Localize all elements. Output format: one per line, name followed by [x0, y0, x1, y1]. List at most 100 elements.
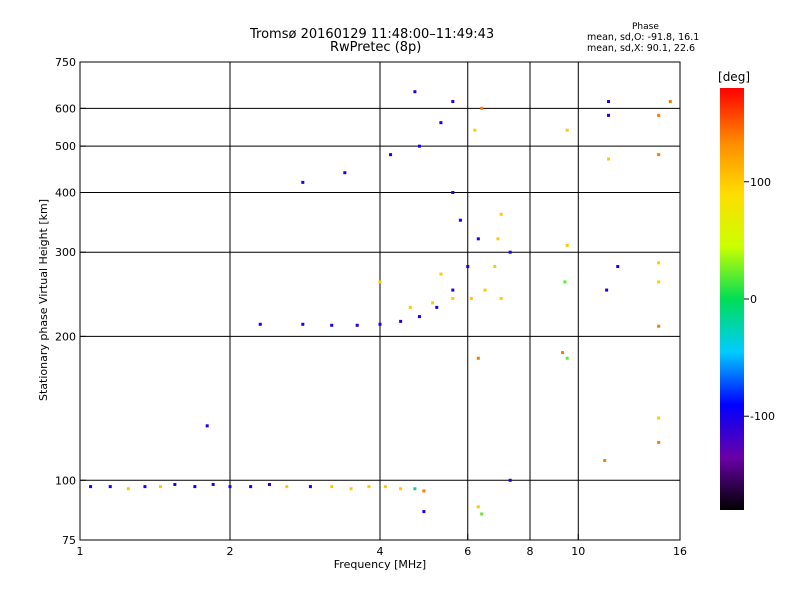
data-point — [483, 288, 487, 292]
data-point — [657, 280, 661, 284]
data-point — [301, 322, 305, 326]
y-tick-label: 400 — [55, 186, 76, 199]
data-point — [193, 485, 197, 489]
data-point — [565, 128, 569, 132]
data-point — [330, 485, 334, 489]
data-point — [399, 319, 403, 323]
y-axis-label: Stationary phase Virtual Height [km] — [37, 199, 50, 401]
data-point — [657, 324, 661, 328]
data-point — [493, 265, 497, 269]
data-point — [451, 288, 455, 292]
colorbar — [720, 88, 744, 510]
y-tick-label: 100 — [55, 474, 76, 487]
data-point — [413, 487, 417, 491]
data-point — [561, 351, 565, 355]
y-tick-label: 75 — [62, 534, 76, 547]
data-point — [343, 171, 347, 175]
data-point — [399, 487, 403, 491]
data-point — [173, 482, 177, 486]
data-point — [657, 261, 661, 265]
data-point — [228, 485, 232, 489]
x-tick-label: 1 — [77, 545, 84, 558]
y-tick-label: 600 — [55, 102, 76, 115]
data-point — [473, 128, 477, 132]
data-point — [108, 485, 112, 489]
data-point — [285, 485, 289, 489]
y-axis-ticks: 75 100 200 300 400 500 600 750 — [55, 56, 86, 547]
data-point — [657, 416, 661, 420]
data-point — [330, 323, 334, 327]
data-point — [126, 487, 130, 491]
data-point — [496, 237, 500, 241]
x-axis-label: Frequency [MHz] — [334, 558, 426, 571]
y-tick-label: 500 — [55, 140, 76, 153]
data-point — [451, 100, 455, 104]
data-point — [435, 305, 439, 309]
data-point — [657, 153, 661, 157]
chart-title: Tromsø 20160129 11:48:00–11:49:43 — [250, 27, 495, 42]
data-point — [451, 297, 455, 301]
data-point — [668, 100, 672, 104]
data-point — [563, 280, 567, 284]
data-point — [466, 265, 470, 269]
phase-legend-title: Phase — [632, 22, 659, 32]
data-point — [607, 113, 611, 117]
data-point — [499, 297, 503, 301]
data-point — [249, 485, 253, 489]
data-point — [205, 424, 209, 428]
data-point — [476, 505, 480, 509]
data-point — [508, 250, 512, 254]
x-tick-label: 8 — [527, 545, 534, 558]
data-point — [480, 106, 484, 110]
data-point — [378, 322, 382, 326]
x-tick-label: 4 — [377, 545, 384, 558]
data-point — [383, 485, 387, 489]
data-point — [367, 485, 371, 489]
data-point — [143, 485, 147, 489]
data-point — [607, 157, 611, 161]
grid-lines — [80, 62, 680, 540]
data-point — [422, 510, 426, 514]
x-tick-label: 2 — [227, 545, 234, 558]
data-point — [349, 487, 353, 491]
y-tick-label: 300 — [55, 246, 76, 259]
data-point — [657, 113, 661, 117]
data-point — [413, 90, 417, 94]
data-points — [89, 90, 672, 516]
data-point — [267, 482, 271, 486]
data-point — [211, 482, 215, 486]
data-point — [308, 485, 312, 489]
data-point — [431, 301, 435, 305]
phase-legend-x-mode: mean, sd,X: 90.1, 22.6 — [587, 43, 696, 54]
colorbar-tick-label: -100 — [750, 410, 775, 423]
data-point — [458, 218, 462, 222]
data-point — [301, 180, 305, 184]
data-point — [499, 212, 503, 216]
data-point — [439, 272, 443, 276]
chart-subtitle: RwPretec (8p) — [330, 40, 422, 55]
data-point — [476, 356, 480, 360]
colorbar-tick-label: 100 — [750, 176, 771, 189]
data-point — [565, 356, 569, 360]
data-point — [389, 153, 393, 157]
data-point — [451, 190, 455, 194]
data-point — [258, 322, 262, 326]
data-point — [439, 121, 443, 125]
data-point — [378, 280, 382, 284]
data-point — [476, 237, 480, 241]
x-axis-ticks: 1 2 4 6 8 10 16 — [77, 534, 687, 558]
data-point — [355, 323, 359, 327]
colorbar-tick-label: 0 — [750, 293, 757, 306]
data-point — [605, 288, 609, 292]
data-point — [408, 305, 412, 309]
data-point — [417, 315, 421, 319]
y-tick-label: 200 — [55, 330, 76, 343]
data-point — [417, 144, 421, 148]
phase-legend-o-mode: mean, sd,O: -91.8, 16.1 — [587, 32, 700, 43]
data-point — [616, 265, 620, 269]
colorbar-label: [deg] — [718, 70, 750, 84]
data-point — [469, 297, 473, 301]
colorbar-ticks: 100 0 -100 — [744, 176, 775, 423]
x-tick-label: 6 — [464, 545, 471, 558]
y-tick-label: 750 — [55, 56, 76, 69]
